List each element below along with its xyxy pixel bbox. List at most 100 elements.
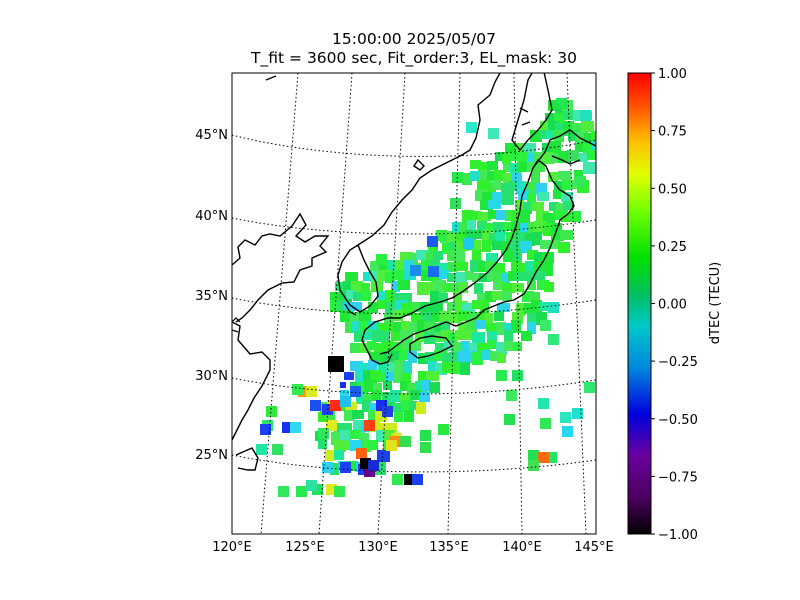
dtec-cell: [363, 272, 375, 281]
dtec-cell: [563, 111, 573, 120]
dtec-cell: [359, 433, 369, 446]
dtec-cell: [350, 430, 361, 439]
dtec-cell: [352, 410, 364, 419]
dtec-cell: [409, 401, 418, 410]
dtec-cell: [548, 302, 559, 313]
dtec-cell: [400, 252, 413, 261]
dtec-cell: [527, 162, 536, 172]
dtec-cell: [539, 302, 550, 311]
dtec-cell: [486, 323, 499, 332]
dtec-cell: [561, 192, 573, 202]
dtec-cell: [531, 172, 540, 183]
dtec-cell: [420, 442, 431, 453]
dtec-cell: [461, 341, 470, 352]
cb-tick-m0.25: −0.25: [658, 355, 698, 370]
dtec-cell: [497, 353, 506, 363]
dtec-cell: [503, 222, 516, 231]
dtec-cell: [328, 356, 344, 372]
dtec-cell: [367, 440, 378, 450]
dtec-cell: [472, 240, 481, 250]
dtec-cell: [487, 161, 498, 170]
dtec-cell: [523, 202, 532, 214]
dtec-cell: [318, 440, 327, 449]
dtec-cell: [553, 190, 565, 199]
dtec-cell: [404, 474, 415, 485]
dtec-cell: [494, 170, 506, 181]
dtec-cell: [392, 351, 404, 361]
dtec-cell: [575, 176, 586, 187]
dtec-cell: [417, 320, 426, 333]
dtec-cell: [266, 406, 277, 417]
dtec-cell: [472, 352, 483, 365]
dtec-cell: [420, 302, 430, 313]
dtec-cell: [416, 250, 429, 260]
dtec-cell: [456, 241, 469, 251]
dtec-cell: [534, 161, 545, 172]
dtec-cell: [482, 192, 494, 201]
dtec-cell: [518, 263, 529, 276]
dtec-cell: [546, 130, 557, 139]
dtec-cell: [568, 130, 579, 141]
dtec-cell: [404, 410, 414, 422]
dtec-cell: [359, 321, 372, 332]
dtec-cell: [524, 271, 535, 281]
dtec-cell: [543, 223, 554, 236]
dtec-cell: [364, 466, 375, 477]
dtec-cell: [438, 424, 449, 435]
dtec-cell: [537, 280, 549, 290]
dtec-cell: [458, 322, 469, 334]
dtec-cell: [478, 261, 489, 272]
dtec-cell: [522, 291, 534, 302]
dtec-cell: [358, 464, 369, 475]
dtec-cell: [394, 360, 405, 373]
dtec-cell: [516, 303, 525, 316]
dtec-cell: [363, 370, 374, 381]
dtec-cell: [330, 463, 339, 475]
dtec-cell: [504, 330, 513, 342]
lon-tick-135: 135°E: [429, 540, 469, 555]
dtec-cell: [357, 382, 367, 393]
dtec-cell: [306, 480, 317, 491]
dtec-cell: [512, 370, 523, 381]
dtec-cell: [518, 152, 529, 162]
dtec-cell: [470, 211, 481, 220]
dtec-cell: [472, 332, 485, 343]
dtec-cell: [494, 272, 507, 283]
dtec-cell: [362, 331, 375, 340]
dtec-cell: [430, 291, 439, 302]
dtec-cell: [572, 408, 583, 419]
dtec-cell: [385, 302, 395, 315]
dtec-cell: [470, 171, 481, 181]
dtec-cell: [383, 341, 393, 353]
dtec-cell: [447, 273, 458, 282]
dtec-cell: [492, 291, 502, 300]
dtec-cell: [370, 370, 381, 382]
dtec-cell: [496, 210, 506, 220]
dtec-cell: [368, 410, 380, 420]
dtec-cell: [496, 231, 505, 244]
dtec-cell: [352, 321, 361, 333]
dtec-cell: [435, 343, 445, 355]
cb-tick-0.75: 0.75: [658, 125, 687, 140]
dtec-cell: [553, 210, 566, 220]
dtec-cell: [517, 162, 527, 172]
dtec-cell: [361, 283, 370, 296]
dtec-cell: [466, 122, 477, 133]
dtec-cell: [472, 250, 481, 260]
dtec-cell: [478, 162, 488, 173]
dtec-cell: [378, 300, 390, 309]
dtec-cell: [388, 423, 397, 435]
dtec-cell: [326, 410, 335, 423]
dtec-cell: [370, 261, 383, 271]
dtec-cell: [482, 240, 491, 252]
dtec-cell: [453, 292, 462, 301]
dtec-cell: [492, 241, 503, 250]
dtec-cell: [356, 448, 367, 459]
cb-tick-1.00: 1.00: [658, 67, 687, 82]
dtec-cell: [377, 323, 390, 334]
longitude-tick-labels: 120°E 125°E 130°E 135°E 140°E 145°E: [212, 540, 614, 555]
dtec-cell: [383, 381, 392, 390]
dtec-cell: [343, 441, 355, 450]
dtec-cell: [381, 331, 390, 343]
dtec-cell: [392, 403, 405, 412]
